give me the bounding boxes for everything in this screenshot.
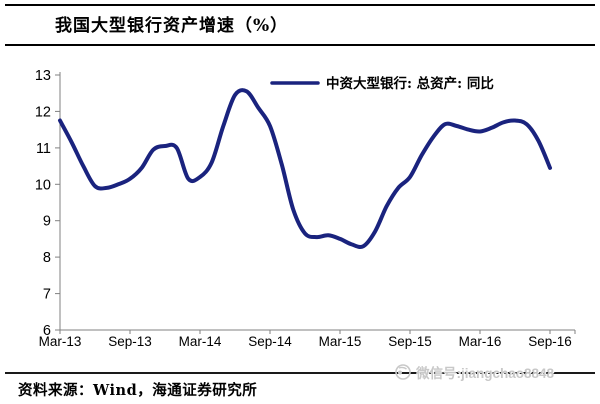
chart-title: 我国大型银行资产增速（%） xyxy=(55,16,289,36)
y-tick-label: 7 xyxy=(43,287,51,303)
wechat-icon xyxy=(395,364,411,380)
y-tick-label: 9 xyxy=(43,214,51,230)
x-tick-label: Mar-15 xyxy=(319,334,362,349)
y-tick-label: 11 xyxy=(36,141,51,157)
x-tick-label: Mar-14 xyxy=(179,334,222,349)
watermark: 微信号:jiangchao8848 xyxy=(394,362,554,382)
x-tick-label: Mar-13 xyxy=(39,334,82,349)
source-note: 资料来源：Wind，海通证券研究所 xyxy=(18,382,258,399)
y-tick-label: 8 xyxy=(43,250,51,266)
y-tick-label: 13 xyxy=(35,68,51,84)
x-tick-label: Mar-16 xyxy=(459,334,502,349)
top-divider xyxy=(5,4,595,6)
line-chart-plot: 6 7 8 9 10 11 12 13 Mar-13 Sep-13 Mar-14 Sep-14 Mar-… xyxy=(35,68,576,349)
title-divider xyxy=(5,44,595,46)
watermark-text: 微信号:jiangchao8848 xyxy=(415,366,554,381)
footer-divider xyxy=(5,372,595,374)
x-tick-label: Sep-13 xyxy=(108,334,152,349)
x-tick-label: Sep-14 xyxy=(248,334,292,349)
data-line xyxy=(58,88,552,249)
legend-label: 中资大型银行: 总资产: 同比 xyxy=(326,75,494,92)
y-tick-label: 6 xyxy=(43,323,51,339)
x-tick-label: Sep-16 xyxy=(528,334,572,349)
y-tick-label: 10 xyxy=(35,177,51,193)
x-tick-label: Sep-15 xyxy=(388,334,432,349)
y-tick-label: 12 xyxy=(35,104,51,120)
